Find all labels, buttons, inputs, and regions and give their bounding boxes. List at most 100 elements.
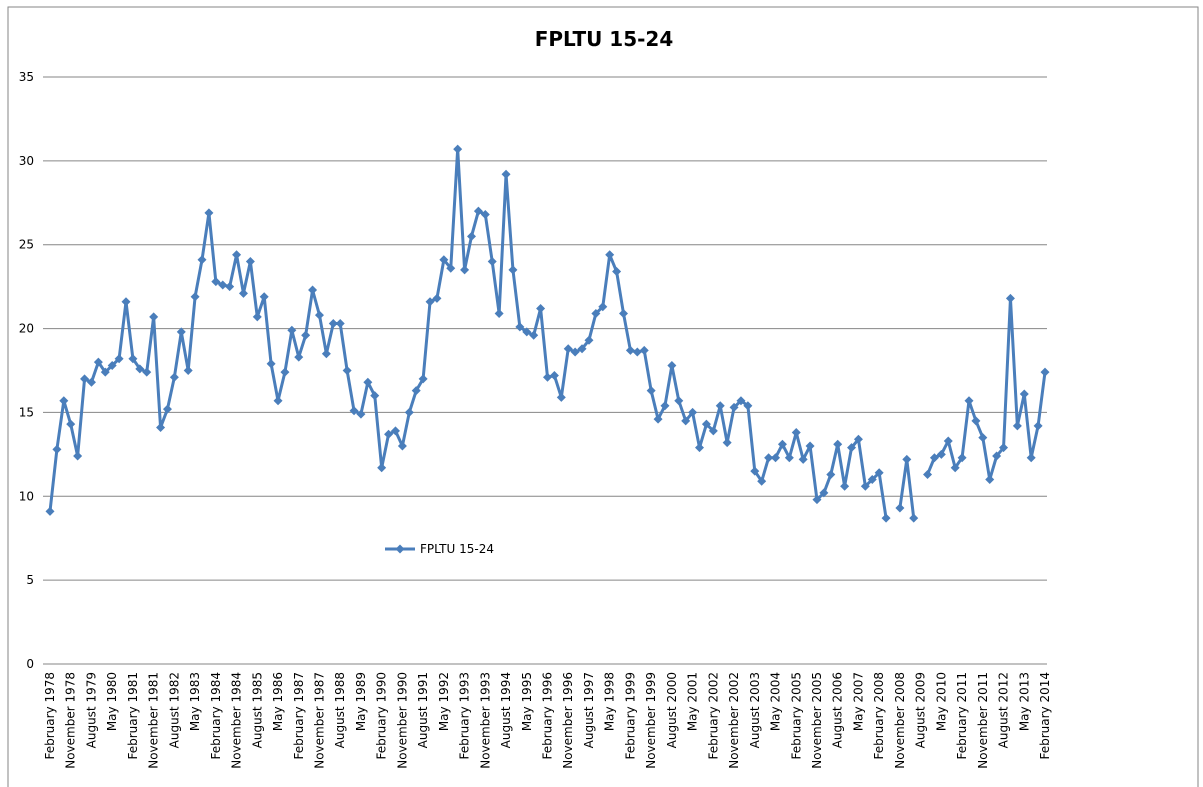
- data-point: [453, 144, 463, 154]
- x-tick-label: February 2005: [789, 672, 803, 760]
- x-tick-label: May 1980: [105, 672, 119, 731]
- data-point: [591, 308, 601, 318]
- data-point: [667, 360, 677, 370]
- data-point: [487, 256, 497, 266]
- data-point: [370, 391, 380, 401]
- data-point: [232, 250, 242, 260]
- x-tick-label: May 1995: [520, 672, 534, 731]
- data-point: [625, 345, 635, 355]
- data-point: [764, 453, 774, 463]
- data-point: [321, 349, 331, 359]
- data-point: [404, 407, 414, 417]
- data-point: [646, 386, 656, 396]
- data-point: [791, 428, 801, 438]
- data-point: [162, 404, 172, 414]
- x-tick-label: May 2004: [769, 672, 783, 731]
- x-tick-label: August 2009: [914, 672, 928, 748]
- data-point: [52, 444, 62, 454]
- data-point: [439, 255, 449, 265]
- chart-title: FPLTU 15-24: [535, 27, 674, 51]
- data-point: [577, 344, 587, 354]
- data-point: [943, 436, 953, 446]
- data-point: [197, 255, 207, 265]
- data-point: [335, 319, 345, 329]
- data-point: [543, 372, 552, 382]
- data-point: [156, 423, 166, 433]
- data-point: [238, 288, 248, 298]
- x-tick-label: February 2002: [706, 672, 720, 760]
- x-tick-label: November 1999: [644, 672, 658, 769]
- data-point: [971, 416, 981, 426]
- x-tick-label: November 2002: [727, 672, 741, 769]
- data-point: [377, 463, 387, 473]
- data-point: [86, 377, 96, 387]
- y-tick-label: 35: [19, 70, 34, 84]
- data-point: [280, 367, 290, 377]
- data-point: [902, 454, 912, 464]
- data-point: [121, 297, 131, 307]
- x-tick-label: November 1987: [312, 672, 326, 769]
- data-point: [653, 414, 663, 424]
- data-point: [639, 345, 649, 355]
- data-point: [536, 303, 546, 313]
- data-point: [874, 468, 884, 478]
- x-tick-label: November 1993: [478, 672, 492, 769]
- data-point: [211, 277, 221, 287]
- data-point: [743, 401, 753, 411]
- x-tick-label: November 1996: [561, 672, 575, 769]
- x-tick-label: May 1998: [603, 672, 617, 731]
- data-point: [860, 481, 870, 491]
- data-point: [605, 250, 615, 260]
- x-tick-label: August 1994: [499, 672, 513, 748]
- x-tick-label: August 1979: [84, 672, 98, 748]
- x-tick-label: November 1984: [230, 672, 244, 769]
- data-point: [466, 231, 476, 241]
- y-tick-label: 5: [26, 573, 34, 587]
- data-point: [446, 263, 456, 273]
- x-tick-label: February 1987: [292, 672, 306, 760]
- data-point: [342, 366, 352, 375]
- x-tick-label: August 2003: [748, 672, 762, 748]
- data-point: [411, 386, 421, 396]
- data-point: [301, 330, 311, 340]
- data-point: [957, 453, 967, 463]
- data-point: [501, 169, 511, 179]
- data-point: [612, 267, 622, 277]
- data-point: [494, 308, 504, 318]
- x-tick-label: February 1996: [541, 672, 555, 760]
- data-point: [1026, 453, 1036, 463]
- data-point: [190, 292, 200, 302]
- data-point: [169, 372, 179, 382]
- data-point: [508, 265, 518, 275]
- x-tick-label: August 1991: [416, 672, 430, 748]
- y-tick-label: 30: [19, 154, 34, 168]
- data-point: [674, 396, 684, 406]
- x-tick-label: May 1989: [354, 672, 368, 731]
- data-point: [515, 322, 525, 332]
- x-tick-label: February 1978: [43, 672, 57, 760]
- x-tick-label: August 1985: [250, 672, 264, 748]
- data-point: [681, 416, 691, 426]
- data-point: [895, 503, 905, 513]
- x-tick-label: November 1978: [64, 672, 78, 769]
- x-tick-label: November 2011: [976, 672, 990, 769]
- data-point: [819, 488, 829, 498]
- data-point: [715, 401, 725, 411]
- data-point: [273, 396, 283, 406]
- x-tick-label: February 1990: [375, 672, 389, 760]
- data-point: [798, 454, 808, 464]
- data-point: [128, 354, 138, 364]
- data-point: [929, 453, 939, 463]
- data-point: [460, 265, 470, 275]
- data-point: [135, 364, 145, 374]
- data-point: [549, 371, 559, 381]
- y-tick-label: 0: [26, 657, 34, 671]
- x-tick-label: February 2008: [872, 672, 886, 760]
- data-point: [992, 451, 1002, 461]
- data-point: [328, 319, 338, 329]
- x-tick-label: November 1981: [147, 672, 161, 769]
- data-point: [100, 367, 110, 377]
- data-point: [701, 419, 711, 429]
- data-point: [722, 438, 732, 448]
